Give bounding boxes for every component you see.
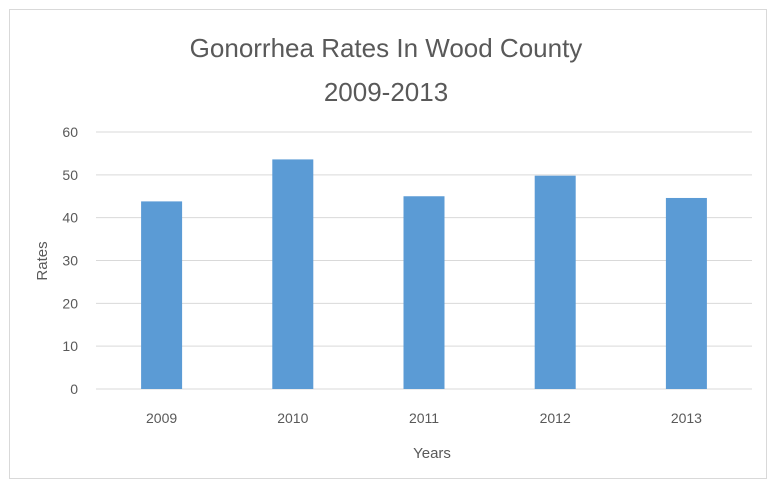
- x-axis-title: Years: [413, 445, 451, 462]
- y-axis-ticks: 0 10 20 30 40 50 60: [62, 124, 78, 397]
- x-tick-label: 2011: [409, 410, 439, 426]
- x-tick-label: 2010: [277, 410, 308, 426]
- y-tick-label: 0: [70, 381, 78, 397]
- x-axis-ticks: 2009 2010 2011 2012 2013: [146, 410, 702, 426]
- bar-2010: [272, 159, 314, 389]
- x-tick-label: 2012: [540, 410, 571, 426]
- y-axis-title: Rates: [34, 241, 51, 280]
- x-tick-label: 2013: [671, 410, 702, 426]
- bars: [141, 159, 707, 389]
- y-tick-label: 20: [62, 295, 78, 311]
- y-tick-label: 10: [62, 338, 78, 354]
- y-tick-label: 60: [62, 124, 78, 140]
- bar-2012: [534, 175, 576, 389]
- chart-subtitle: 2009-2013: [324, 77, 448, 107]
- chart-title: Gonorrhea Rates In Wood County: [190, 33, 583, 63]
- y-tick-label: 30: [62, 253, 78, 269]
- y-tick-label: 40: [62, 210, 78, 226]
- bar-2013: [665, 197, 707, 389]
- bar-2009: [141, 201, 183, 389]
- x-tick-label: 2009: [146, 410, 177, 426]
- bar-2011: [403, 196, 445, 389]
- chart-frame: [9, 9, 767, 479]
- y-tick-label: 50: [62, 167, 78, 183]
